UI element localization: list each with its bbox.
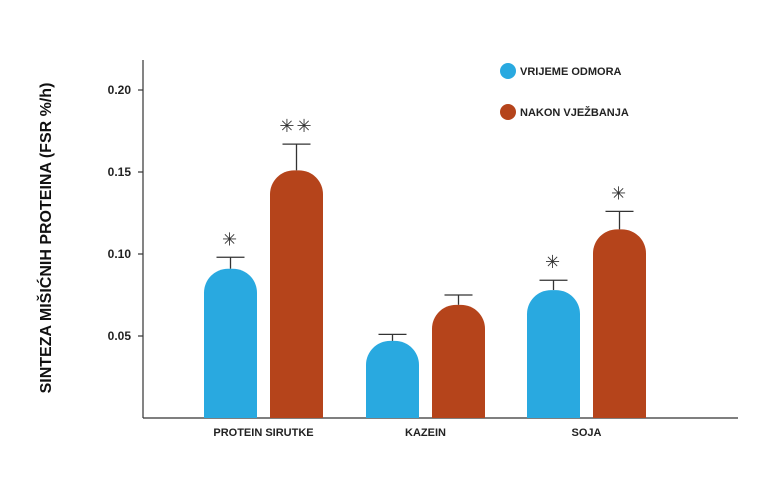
bar-rest-0 (204, 268, 257, 418)
category-label: SOJA (572, 427, 602, 439)
y-tick-label: 0.20 (108, 83, 132, 97)
category-label: PROTEIN SIRUTKE (213, 427, 313, 439)
bar-rest-1 (366, 340, 419, 418)
significance-marker: ✳ (545, 252, 562, 272)
significance-marker: ✳✳ (279, 116, 313, 136)
bar-exercise-0 (270, 170, 323, 418)
legend-swatch (500, 104, 516, 120)
bar-exercise-2 (593, 229, 646, 418)
significance-marker: ✳ (222, 229, 239, 249)
category-label: KAZEIN (405, 427, 446, 439)
legend-label: NAKON VJEŽBANJA (520, 106, 629, 119)
y-tick-label: 0.10 (108, 247, 132, 261)
legend-swatch (500, 63, 516, 79)
y-axis-label: SINTEZA MIŠIĆNIH PROTEINA (FSR %/h) (36, 83, 55, 394)
y-tick-label: 0.15 (108, 165, 132, 179)
significance-marker: ✳ (611, 183, 628, 203)
y-tick-label: 0.05 (108, 329, 132, 343)
legend-label: VRIJEME ODMORA (520, 66, 622, 78)
bar-rest-2 (527, 290, 580, 418)
bar-exercise-1 (432, 304, 485, 418)
